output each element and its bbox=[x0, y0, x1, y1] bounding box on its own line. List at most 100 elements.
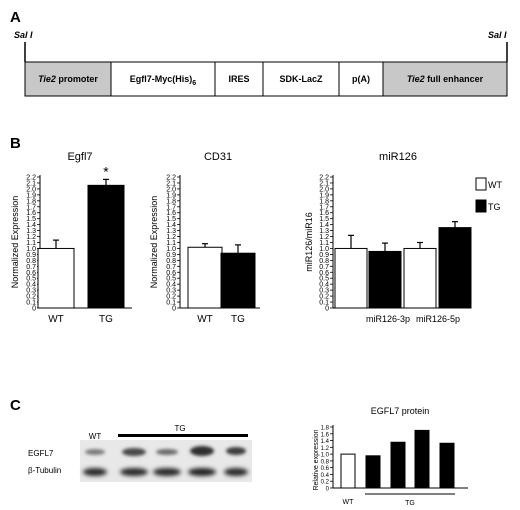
y-tick-label: 0.3 bbox=[319, 288, 329, 295]
y-tick-label: 0.8 bbox=[26, 258, 36, 265]
y-tick-label: 0.4 bbox=[319, 282, 329, 289]
segment-tie2-enhancer bbox=[382, 61, 508, 97]
y-tick-label: 0.3 bbox=[166, 288, 176, 295]
legend-swatch bbox=[475, 177, 487, 191]
y-tick-label: 1.0 bbox=[321, 453, 330, 459]
y-tick-label: 0 bbox=[32, 306, 36, 313]
panel-label-a: A bbox=[10, 9, 21, 26]
bar bbox=[368, 250, 402, 309]
y-tick-label: 1.0 bbox=[26, 246, 36, 253]
chart-title: CD31 bbox=[204, 151, 232, 163]
y-tick-label: 1.8 bbox=[319, 198, 329, 205]
y-tick-label: 0.2 bbox=[166, 294, 176, 301]
y-tick-label: 1.8 bbox=[26, 198, 36, 205]
y-tick-label: 0.4 bbox=[166, 282, 176, 289]
y-tick-label: 1.3 bbox=[166, 228, 176, 235]
y-tick-label: 0.4 bbox=[26, 282, 36, 289]
sal-site-right: Sal I bbox=[488, 30, 507, 40]
y-tick-label: 1.4 bbox=[321, 439, 330, 445]
y-tick-label: 1.4 bbox=[26, 222, 36, 229]
blot-band-egfl7-tg1 bbox=[122, 448, 146, 456]
y-tick-label: 1.0 bbox=[319, 246, 329, 253]
y-tick-label: 0.9 bbox=[319, 252, 329, 259]
blot-row-egfl7: EGFL7 bbox=[28, 449, 54, 458]
blot-band-tubulin-tg1 bbox=[120, 468, 148, 476]
x-tick-label: TG bbox=[99, 314, 113, 325]
bar bbox=[187, 246, 223, 309]
legend-label: WT bbox=[488, 180, 502, 190]
y-tick-label: 1.6 bbox=[319, 210, 329, 217]
blot-band-tubulin-wt bbox=[83, 468, 107, 476]
y-tick-label: 1.0 bbox=[166, 246, 176, 253]
y-tick-label: 1.2 bbox=[321, 446, 330, 452]
group-label-tg: TG bbox=[405, 500, 415, 507]
y-tick-label: 0 bbox=[325, 306, 329, 313]
y-tick-label: 0.1 bbox=[319, 300, 329, 307]
y-tick-label: 0.6 bbox=[166, 270, 176, 277]
blot-band-egfl7-wt bbox=[85, 449, 105, 455]
blot-row-tubulin: β-Tubulin bbox=[28, 466, 61, 475]
y-tick-label: 0.7 bbox=[319, 264, 329, 271]
segment-ires bbox=[214, 61, 264, 97]
y-tick-label: 1.5 bbox=[166, 216, 176, 223]
legend-label: TG bbox=[488, 202, 501, 212]
chart-title: miR126 bbox=[379, 151, 417, 163]
x-tick-label: WT bbox=[48, 314, 64, 325]
blot-band-tubulin-tg3 bbox=[188, 468, 216, 476]
bar bbox=[87, 184, 125, 309]
x-tick-label: miR126-3p bbox=[366, 314, 410, 324]
bar bbox=[403, 247, 437, 309]
segment-egfl7-myc-label: Egfl7-Myc(His)6 bbox=[130, 74, 197, 87]
y-tick-label: 0.5 bbox=[166, 276, 176, 283]
y-tick-label: 1.3 bbox=[26, 228, 36, 235]
bar bbox=[334, 247, 368, 309]
y-tick-label: 2.1 bbox=[26, 180, 36, 187]
sal-site-left: Sal I bbox=[14, 30, 33, 40]
bar bbox=[340, 453, 356, 489]
blot-tg-bracket bbox=[118, 434, 248, 437]
bar bbox=[220, 252, 256, 309]
y-tick-label: 0.9 bbox=[26, 252, 36, 259]
chart-title: Egfl7 bbox=[67, 151, 92, 163]
y-tick-label: 0.1 bbox=[26, 300, 36, 307]
panel-label-c: C bbox=[10, 397, 21, 414]
y-tick-label: 1.8 bbox=[321, 426, 330, 432]
y-tick-label: 1.6 bbox=[321, 432, 330, 438]
y-tick-label: 0 bbox=[326, 487, 330, 493]
y-tick-label: 1.7 bbox=[166, 204, 176, 211]
y-tick-label: 0.8 bbox=[166, 258, 176, 265]
y-tick-label: 1.2 bbox=[319, 234, 329, 241]
chart-mir126: miR126 miR126/miR16 00.10.20.30.40.50.60.7… bbox=[304, 151, 502, 324]
bar bbox=[438, 227, 472, 309]
y-tick-label: 1.9 bbox=[166, 192, 176, 199]
y-tick-label: 0.2 bbox=[26, 294, 36, 301]
y-tick-label: 2.0 bbox=[166, 186, 176, 193]
segment-tie2-promoter-label: Tie2 promoter bbox=[38, 74, 98, 84]
y-tick-label: 0.6 bbox=[321, 466, 330, 472]
y-tick-label: 0.5 bbox=[26, 276, 36, 283]
y-tick-label: 0.1 bbox=[166, 300, 176, 307]
y-tick-label: 1.5 bbox=[319, 216, 329, 223]
y-tick-label: 0.4 bbox=[321, 473, 330, 479]
y-tick-label: 1.7 bbox=[319, 204, 329, 211]
y-tick-label: 1.4 bbox=[166, 222, 176, 229]
y-tick-label: 2.2 bbox=[319, 175, 329, 182]
blot-band-egfl7-tg3 bbox=[190, 446, 214, 456]
y-tick-label: 0.2 bbox=[319, 294, 329, 301]
y-tick-label: 2.1 bbox=[166, 180, 176, 187]
segment-egfl7-myc bbox=[110, 61, 216, 97]
blot-band-egfl7-tg4 bbox=[226, 447, 246, 455]
x-tick-label: WT bbox=[197, 314, 213, 325]
y-tick-label: 1.6 bbox=[166, 210, 176, 217]
panel-label-b: B bbox=[10, 135, 21, 152]
y-tick-label: 0.9 bbox=[166, 252, 176, 259]
y-tick-label: 0.8 bbox=[321, 459, 330, 465]
blot-band-egfl7-tg2 bbox=[156, 449, 178, 455]
y-tick-label: 1.1 bbox=[166, 240, 176, 247]
bar bbox=[365, 455, 381, 489]
segment-polya-label: p(A) bbox=[352, 74, 370, 84]
